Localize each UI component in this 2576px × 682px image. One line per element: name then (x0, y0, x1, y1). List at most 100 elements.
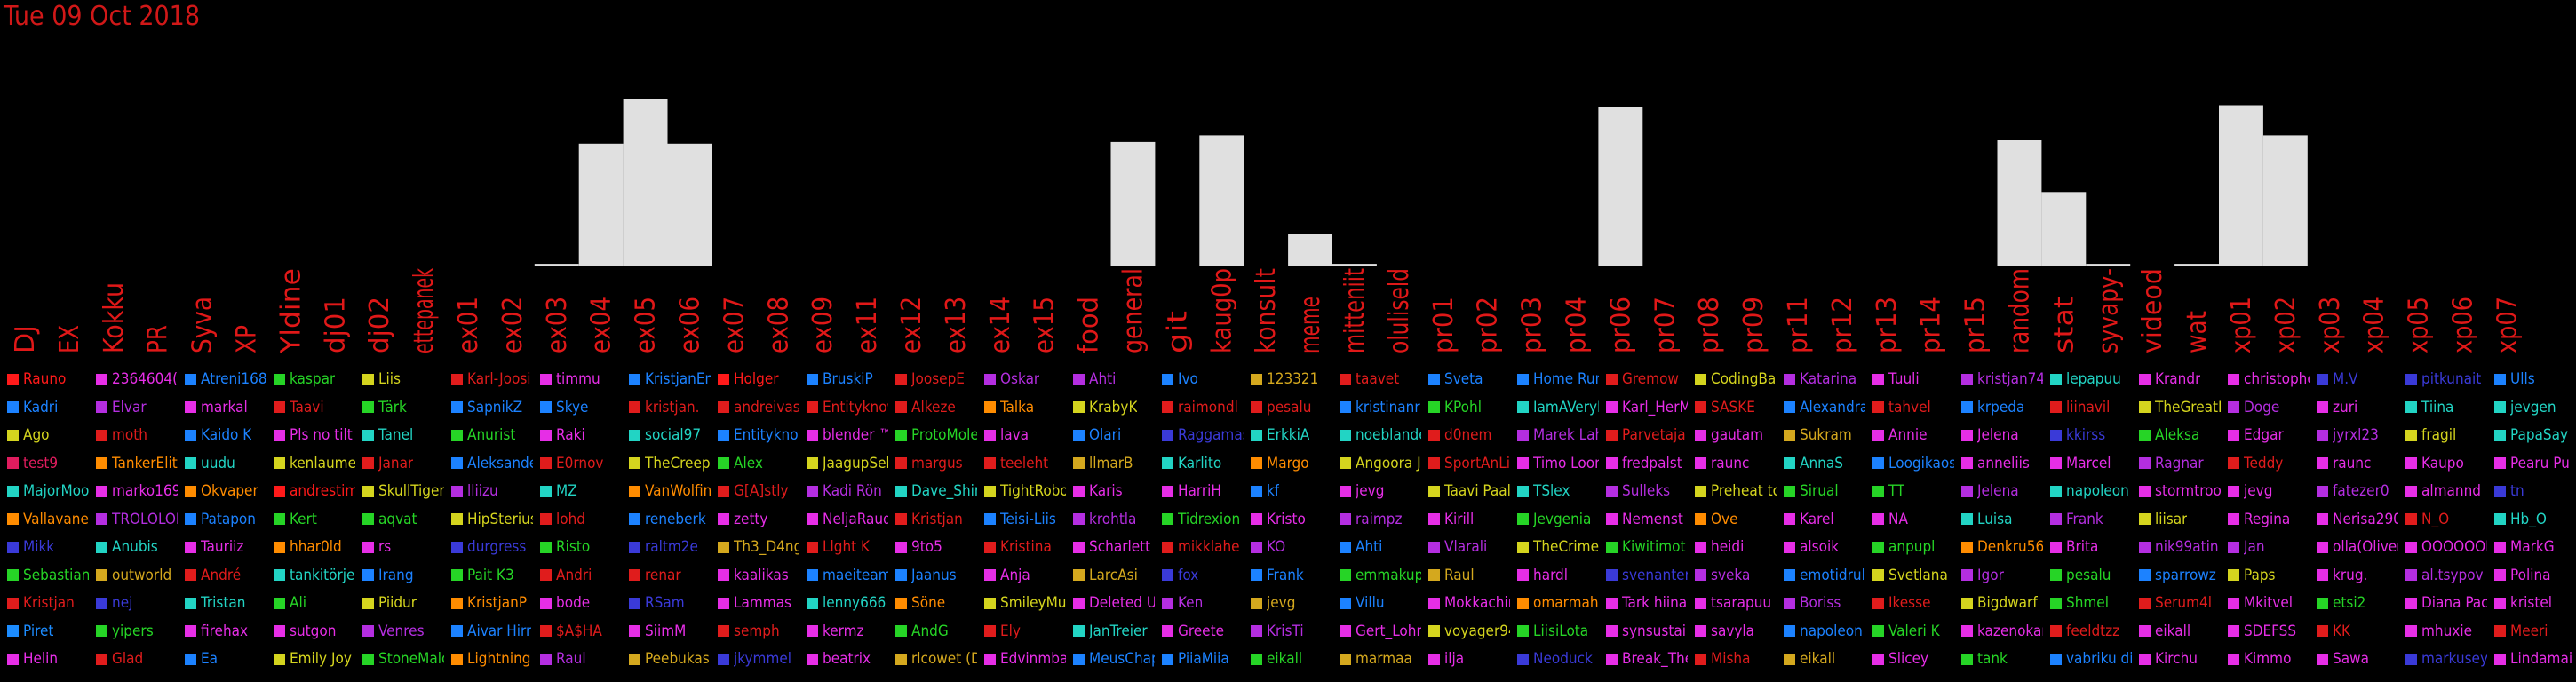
legend-item: al.tsypov (2405, 564, 2487, 587)
legend-item: SiimM (629, 620, 711, 643)
legend-label: margus (911, 454, 963, 472)
legend-item: anpupl (1872, 535, 1954, 559)
legend-label: SiimM (645, 622, 687, 640)
legend-swatch (718, 485, 729, 497)
legend-label: kenlaumet (290, 454, 355, 472)
legend-label: Dave_Shin (911, 482, 977, 500)
legend-item: krohtla (1073, 508, 1155, 531)
legend-item: ProtoMole (895, 424, 977, 447)
legend-label: Piidur (378, 594, 417, 612)
legend-item: Raggamas (1162, 424, 1244, 447)
legend-label: raunc (1711, 454, 1750, 472)
legend-swatch (96, 597, 107, 609)
legend-label: Kirchu (2155, 650, 2198, 668)
legend-label: Home Run (1533, 370, 1599, 388)
legend-item: Meeri (2494, 620, 2576, 643)
legend-label: 123321 (1267, 370, 1319, 388)
legend-item: kristel (2494, 591, 2576, 615)
legend-label: KPohl (1444, 398, 1482, 416)
legend-label: krpeda (1977, 398, 2025, 416)
category-label: ex01 (453, 297, 484, 353)
legend-swatch (895, 457, 907, 469)
legend-label: KristjanEn (645, 370, 711, 388)
legend-item: Annie (1872, 424, 1954, 447)
legend-swatch (1162, 485, 1173, 497)
legend-item: uudu (185, 452, 266, 475)
legend-label: Ahti (1089, 370, 1117, 388)
legend-swatch (2494, 653, 2506, 665)
legend-item: Venres (362, 620, 444, 643)
legend-swatch (1073, 401, 1085, 413)
legend-swatch (274, 485, 285, 497)
legend-label: TheCreep (645, 454, 711, 472)
legend-label: lenny666 (823, 594, 886, 612)
legend-swatch (1251, 513, 1262, 525)
legend-item: Edgar (2228, 424, 2310, 447)
legend-item: Andri (540, 564, 622, 587)
legend-swatch (2139, 569, 2151, 581)
legend-item: Irang (362, 564, 444, 587)
legend-item: André (185, 564, 266, 587)
legend-swatch (1606, 457, 1618, 469)
legend-swatch (96, 401, 107, 413)
legend-swatch (2228, 401, 2239, 413)
category-label: pr15 (1960, 297, 1992, 353)
legend-item: Marcel (2050, 452, 2132, 475)
legend-swatch (807, 597, 818, 609)
legend-label: firehax (201, 622, 249, 640)
legend-swatch (451, 401, 463, 413)
legend-label: Ken (1178, 594, 1204, 612)
legend-label: kermz (823, 622, 864, 640)
legend-swatch (1428, 457, 1440, 469)
legend-swatch (2405, 513, 2417, 525)
legend-swatch (2050, 485, 2062, 497)
legend-label: savyla (1711, 622, 1755, 640)
legend-swatch (1784, 429, 1795, 441)
legend-swatch (2139, 373, 2151, 385)
legend-swatch (540, 569, 552, 581)
legend-item: Janar (362, 452, 444, 475)
legend-item: rlcowet (D (895, 647, 977, 670)
legend-swatch (451, 513, 463, 525)
legend-item: jevg (1340, 480, 1421, 503)
legend-label: Karl-Joosi (467, 370, 531, 388)
legend-swatch (629, 597, 640, 609)
legend-label: M.V (2333, 370, 2358, 388)
legend-label: taavet (1356, 370, 1400, 388)
legend-swatch (1517, 653, 1529, 665)
legend-swatch (1961, 625, 1973, 637)
legend-swatch (807, 457, 818, 469)
legend-label: Patapon (201, 510, 256, 528)
legend-item: Paps (2228, 564, 2310, 587)
legend-item: Vlarali (1428, 535, 1510, 559)
legend-swatch (895, 513, 907, 525)
legend-swatch (1961, 373, 1973, 385)
legend-item: Holger (718, 368, 799, 391)
category-label: pr11 (1783, 297, 1814, 353)
legend-item: Patapon (185, 508, 266, 531)
legend-label: Nemenst (1622, 510, 1683, 528)
legend-item: hardl (1517, 564, 1599, 587)
legend-label: Pearu Pu (2510, 454, 2570, 472)
legend-item: kkirss (2050, 424, 2132, 447)
legend-item: E0rnov (540, 452, 622, 475)
legend-label: moth (112, 426, 147, 444)
legend-label: E0rnov (556, 454, 604, 472)
legend-swatch (362, 625, 374, 637)
legend-label: Anurist (467, 426, 516, 444)
legend-label: Timo Loom (1533, 454, 1599, 472)
legend-item: eikall (1251, 647, 1332, 670)
legend-swatch (1695, 485, 1706, 497)
legend-item: KO (1251, 535, 1332, 559)
legend-label: Angoora J (1356, 454, 1421, 472)
legend-label: Break_The (1622, 650, 1688, 668)
legend-item: Kiwitimot (1606, 535, 1688, 559)
legend-swatch (1251, 457, 1262, 469)
legend-item: Gert_Lohn (1340, 620, 1421, 643)
legend-label: reneberk (645, 510, 706, 528)
legend-swatch (1606, 401, 1618, 413)
legend-swatch (1340, 373, 1351, 385)
legend-item: Greete (1162, 620, 1244, 643)
legend-item: VanWolfin (629, 480, 711, 503)
legend-label: semph (734, 622, 780, 640)
